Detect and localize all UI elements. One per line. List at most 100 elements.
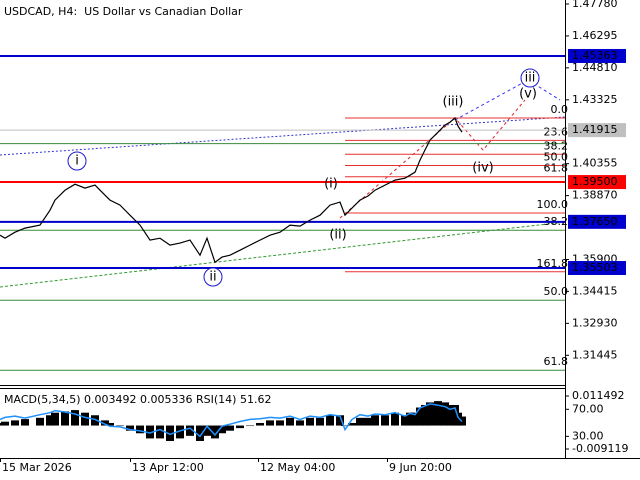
macd-bar bbox=[401, 415, 409, 426]
fib-label: 161.8 bbox=[537, 257, 569, 270]
macd-bar bbox=[218, 425, 226, 434]
level-label: 1.45363 bbox=[572, 49, 618, 62]
macd-bar bbox=[1, 421, 9, 426]
wave-label: (ii) bbox=[329, 228, 346, 243]
macd-bar bbox=[126, 425, 134, 431]
wave-label: iii bbox=[525, 71, 536, 86]
y-tick-label: 1.43325 bbox=[572, 93, 618, 106]
indicator-title: MACD(5,34,5) 0.003492 0.005336 RSI(14) 5… bbox=[4, 393, 271, 406]
macd-bar bbox=[276, 420, 284, 426]
wave-circle bbox=[203, 267, 223, 287]
macd-bar bbox=[364, 417, 372, 426]
y2-tick-label: 30.00 bbox=[572, 429, 604, 442]
x-tick-label: 12 May 04:00 bbox=[260, 461, 335, 474]
macd-bar bbox=[136, 425, 144, 434]
fib-label: 100.0 bbox=[537, 198, 569, 211]
macd-bar bbox=[36, 417, 44, 426]
y2-tick-label: 70.00 bbox=[572, 402, 604, 415]
wave-label: (i) bbox=[324, 177, 338, 192]
x-tick-label: 15 Mar 2026 bbox=[2, 461, 72, 474]
y-tick-label: 1.32930 bbox=[572, 316, 618, 329]
wave-label: ii bbox=[209, 270, 216, 285]
macd-bar bbox=[348, 422, 356, 426]
wave-label: (iii) bbox=[443, 95, 464, 110]
macd-bar bbox=[146, 425, 154, 439]
macd-bar bbox=[296, 420, 304, 426]
wave-projection bbox=[454, 79, 561, 121]
macd-bar bbox=[371, 415, 379, 426]
y-tick-label: 0.011492 bbox=[572, 389, 625, 402]
macd-bar bbox=[226, 425, 234, 431]
macd-bar bbox=[326, 415, 334, 426]
rsi-line bbox=[0, 403, 463, 438]
y-tick-label: -0.009119 bbox=[572, 442, 628, 455]
y-tick-label: 1.31445 bbox=[572, 348, 618, 361]
wave-label: i bbox=[75, 154, 79, 169]
fib-label: 0.0 bbox=[551, 103, 569, 116]
wave-circle bbox=[67, 151, 87, 171]
fib-label: 50.0 bbox=[544, 151, 569, 164]
y-tick-label: 1.44810 bbox=[572, 61, 618, 74]
fib-label: 23.6 bbox=[544, 125, 569, 138]
macd-bar bbox=[101, 420, 109, 426]
macd-bar bbox=[421, 404, 429, 426]
level-label: 1.35503 bbox=[572, 261, 618, 274]
macd-bar bbox=[116, 425, 124, 427]
macd-bar bbox=[46, 415, 54, 426]
fib-label: 61.8 bbox=[544, 162, 569, 175]
level-box bbox=[568, 175, 626, 190]
y-tick-label: 1.38870 bbox=[572, 189, 618, 202]
macd-bar bbox=[21, 419, 29, 426]
macd-bar bbox=[246, 425, 254, 427]
macd-bar bbox=[196, 425, 204, 441]
macd-bar bbox=[71, 410, 79, 426]
macd-bar bbox=[203, 425, 211, 436]
price-line bbox=[0, 117, 463, 264]
y-tick-label: 1.34415 bbox=[572, 284, 618, 297]
fib-label: 61.8 bbox=[544, 355, 569, 368]
macd-bar bbox=[356, 417, 364, 426]
macd-bar bbox=[446, 404, 454, 426]
macd-bar bbox=[81, 412, 89, 426]
level-box bbox=[568, 261, 626, 276]
macd-bar bbox=[166, 425, 174, 441]
level-box bbox=[568, 214, 626, 229]
macd-bar bbox=[51, 412, 59, 426]
level-label: 1.41915 bbox=[572, 123, 618, 136]
wave-label: (iv) bbox=[472, 161, 493, 176]
wave-circle bbox=[520, 68, 540, 88]
y-tick-label: 1.47780 bbox=[572, 0, 618, 10]
x-tick-label: 9 Jun 20:00 bbox=[389, 461, 452, 474]
fib-label: 50.0 bbox=[544, 285, 569, 298]
macd-bar bbox=[266, 420, 274, 426]
macd-bar bbox=[286, 417, 294, 426]
macd-bar bbox=[176, 425, 184, 439]
macd-bar bbox=[256, 422, 264, 426]
macd-bar bbox=[106, 422, 114, 426]
macd-bar bbox=[441, 402, 449, 426]
level-box bbox=[568, 123, 626, 138]
macd-bar bbox=[211, 425, 219, 439]
x-tick-label: 13 Apr 12:00 bbox=[132, 461, 204, 474]
level-box bbox=[568, 48, 626, 63]
macd-bar bbox=[411, 412, 419, 426]
level-label: 1.39500 bbox=[572, 175, 618, 188]
macd-bar bbox=[236, 425, 244, 429]
wave-label: (v) bbox=[519, 87, 537, 102]
level-label: 1.37650 bbox=[572, 215, 618, 228]
macd-bar bbox=[341, 425, 349, 427]
macd-bar bbox=[434, 401, 442, 426]
macd-bar bbox=[186, 425, 194, 436]
macd-bar bbox=[61, 411, 69, 426]
y-tick-label: 1.46295 bbox=[572, 29, 618, 42]
macd-bar bbox=[316, 417, 324, 426]
fib-label: 38.2 bbox=[544, 139, 569, 152]
macd-bar bbox=[426, 402, 434, 426]
macd-bar bbox=[306, 417, 314, 426]
macd-bar bbox=[156, 425, 164, 439]
macd-bar bbox=[391, 412, 399, 426]
chart-title: USDCAD, H4: US Dollar vs Canadian Dollar bbox=[4, 5, 243, 18]
